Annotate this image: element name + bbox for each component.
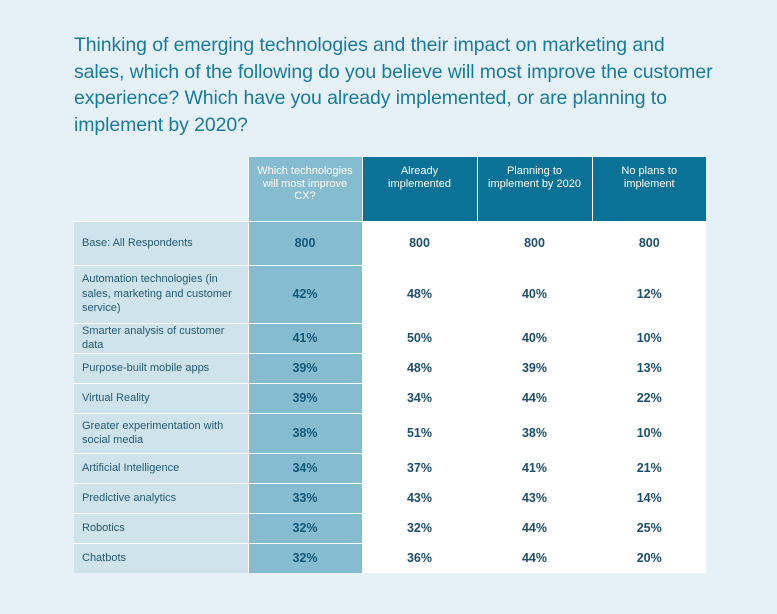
cx-value-cell: 38% — [247, 412, 362, 453]
value-cell: 36% — [361, 542, 477, 573]
value-cell: 40% — [476, 264, 592, 323]
value-cell: 44% — [476, 512, 592, 543]
value-cell: 800 — [591, 220, 706, 265]
row-label: Artificial Intelligence — [74, 452, 248, 483]
value-cell: 13% — [591, 352, 706, 383]
row-label: Chatbots — [74, 542, 248, 573]
column-header-planning-to-implement: Planning to implement by 2020 — [476, 157, 592, 221]
value-cell: 43% — [361, 482, 477, 513]
table-row: Greater experimentation with social medi… — [74, 412, 706, 453]
table-header-row: Which technologies will most improve CX?… — [74, 157, 706, 221]
value-cell: 50% — [361, 322, 477, 353]
value-cell: 14% — [591, 482, 706, 513]
value-cell: 10% — [591, 322, 706, 353]
row-label: Automation technologies (in sales, marke… — [74, 264, 248, 323]
page-title: Thinking of emerging technologies and th… — [74, 34, 713, 136]
row-label: Greater experimentation with social medi… — [74, 412, 248, 453]
value-cell: 20% — [591, 542, 706, 573]
cx-value-cell: 32% — [247, 512, 362, 543]
value-cell: 21% — [591, 452, 706, 483]
cx-value-cell: 32% — [247, 542, 362, 573]
value-cell: 51% — [361, 412, 477, 453]
cx-value-cell: 39% — [247, 352, 362, 383]
value-cell: 38% — [476, 412, 592, 453]
header-blank-cell — [74, 157, 248, 221]
cx-value-cell: 34% — [247, 452, 362, 483]
table-row: Chatbots 32% 36% 44% 20% — [74, 542, 706, 573]
column-header-already-implemented: Already implemented — [361, 157, 477, 221]
value-cell: 34% — [361, 382, 477, 413]
table-row: Artificial Intelligence 34% 37% 41% 21% — [74, 452, 706, 483]
value-cell: 43% — [476, 482, 592, 513]
table-row: Purpose-built mobile apps 39% 48% 39% 13% — [74, 352, 706, 383]
table-row: Robotics 32% 32% 44% 25% — [74, 512, 706, 543]
value-cell: 41% — [476, 452, 592, 483]
value-cell: 48% — [361, 264, 477, 323]
value-cell: 800 — [476, 220, 592, 265]
row-label: Smarter analysis of customer data — [74, 322, 248, 353]
table-row: Smarter analysis of customer data 41% 50% 4… — [74, 322, 706, 353]
value-cell: 32% — [361, 512, 477, 543]
value-cell: 39% — [476, 352, 592, 383]
cx-value-cell: 41% — [247, 322, 362, 353]
row-label: Predictive analytics — [74, 482, 248, 513]
cx-value-cell: 42% — [247, 264, 362, 323]
row-label: Robotics — [74, 512, 248, 543]
value-cell: 48% — [361, 352, 477, 383]
table-body: Base: All Respondents 800 800 800 800 Automat… — [74, 220, 706, 573]
table-row: Automation technologies (in sales, marke… — [74, 264, 706, 323]
cx-value-cell: 800 — [247, 220, 362, 265]
value-cell: 10% — [591, 412, 706, 453]
value-cell: 25% — [591, 512, 706, 543]
survey-table: Which technologies will most improve CX?… — [74, 157, 706, 573]
cx-value-cell: 39% — [247, 382, 362, 413]
column-header-most-improve-cx: Which technologies will most improve CX? — [247, 157, 362, 221]
cx-value-cell: 33% — [247, 482, 362, 513]
value-cell: 12% — [591, 264, 706, 323]
value-cell: 44% — [476, 382, 592, 413]
value-cell: 37% — [361, 452, 477, 483]
row-label: Virtual Reality — [74, 382, 248, 413]
value-cell: 22% — [591, 382, 706, 413]
value-cell: 800 — [361, 220, 477, 265]
value-cell: 40% — [476, 322, 592, 353]
table-row: Virtual Reality 39% 34% 44% 22% — [74, 382, 706, 413]
value-cell: 44% — [476, 542, 592, 573]
row-label: Base: All Respondents — [74, 220, 248, 265]
table-row: Predictive analytics 33% 43% 43% 14% — [74, 482, 706, 513]
column-header-no-plans: No plans to implement — [591, 157, 706, 221]
table-row: Base: All Respondents 800 800 800 800 — [74, 220, 706, 265]
row-label: Purpose-built mobile apps — [74, 352, 248, 383]
